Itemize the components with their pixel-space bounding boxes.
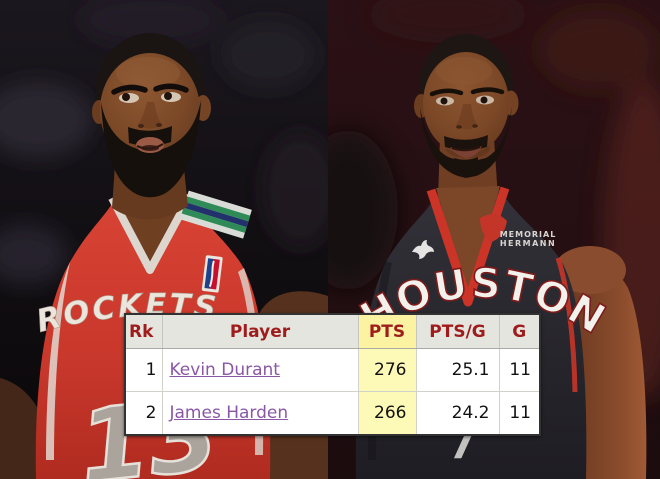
stats-header-row: Rk Player PTS PTS/G G (124, 313, 541, 349)
chest-skin (436, 186, 500, 298)
header-player: Player (161, 313, 359, 349)
stats-table: Rk Player PTS PTS/G G 1 Kevin Durant 276… (124, 313, 541, 436)
player-link[interactable]: James Harden (169, 403, 289, 423)
games-cell: 11 (498, 391, 541, 436)
beard (101, 100, 201, 198)
rank-cell: 2 (124, 391, 163, 436)
eyebrow (429, 88, 464, 97)
player-cell: James Harden (161, 391, 359, 436)
jumpman-logo (412, 240, 434, 259)
eyebrow (153, 83, 189, 93)
header-g: G (498, 313, 541, 349)
header-pts: PTS (357, 313, 417, 349)
crowd-bokeh (0, 0, 328, 285)
table-row: 2 James Harden 266 24.2 11 (124, 391, 541, 436)
mustache (444, 135, 488, 150)
ptsg-cell: 25.1 (415, 348, 500, 392)
pts-cell: 276 (357, 348, 417, 392)
durant-head (414, 34, 519, 178)
sponsor-text-hermann: HERMANN (500, 239, 556, 248)
rank-cell: 1 (124, 348, 163, 392)
table-row: 1 Kevin Durant 276 25.1 11 (124, 348, 541, 392)
harden-head (92, 33, 211, 220)
chin-beard (454, 157, 478, 177)
eyebrow (111, 84, 148, 95)
durant-shoulder (554, 246, 626, 294)
jersey-side-trim (46, 262, 70, 460)
header-rk: Rk (124, 313, 163, 349)
games-cell: 11 (498, 348, 541, 392)
forehead-highlight (436, 57, 492, 85)
shoulder-stripe-band (179, 190, 252, 239)
armhole-trim (555, 257, 578, 393)
header-pts-per-g: PTS/G (415, 313, 500, 349)
player-link[interactable]: Kevin Durant (169, 360, 280, 380)
nose (456, 104, 478, 130)
nba-logo (201, 255, 223, 293)
forehead-highlight (116, 57, 180, 89)
rockets-logo-patch (480, 214, 507, 242)
pts-cell: 266 (357, 391, 417, 436)
vneck-trim (108, 194, 194, 274)
ptsg-cell: 24.2 (415, 391, 500, 436)
eyebrow (470, 87, 505, 95)
jaw-beard (420, 106, 512, 178)
sponsor-text-memorial: MEMORIAL (500, 230, 557, 239)
player-cell: Kevin Durant (161, 348, 359, 392)
nose (138, 102, 162, 129)
